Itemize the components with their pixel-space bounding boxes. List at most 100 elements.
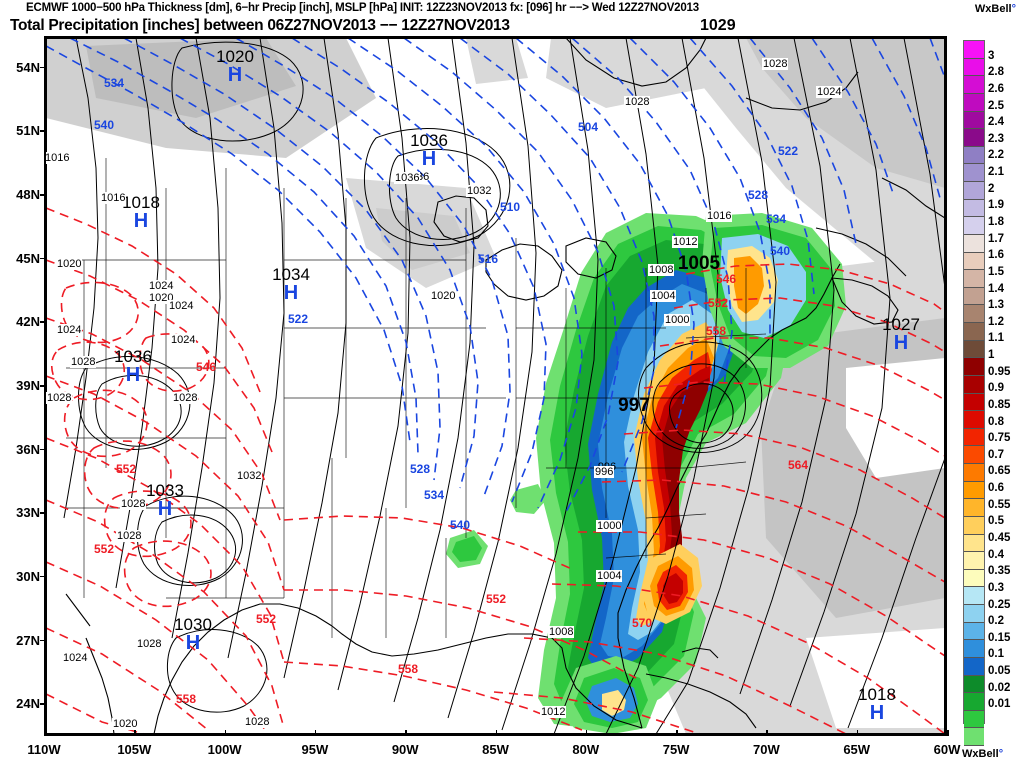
- colorbar-tick-label: 1.2: [988, 315, 1004, 328]
- latitude-tick: [40, 66, 46, 69]
- pressure-center-value: 1036: [114, 347, 152, 366]
- longitude-tick: [856, 730, 859, 736]
- longitude-tick: [44, 730, 46, 736]
- longitude-tick: [766, 730, 768, 736]
- pressure-center-high: 1036 H: [98, 348, 168, 386]
- pressure-center-symbol: H: [893, 332, 909, 354]
- isobar-label: 1032: [466, 185, 493, 197]
- isobar-label: 1028: [116, 530, 143, 542]
- colorbar-swatch: [964, 93, 984, 112]
- colorbar-tick-label: 0.45: [988, 532, 1011, 545]
- thickness-label: 546: [716, 272, 737, 286]
- colorbar-swatch: [964, 569, 984, 588]
- colorbar-swatch: [964, 622, 984, 641]
- colorbar-tick-label: 0.35: [988, 565, 1011, 578]
- colorbar-swatch-white: [964, 746, 984, 763]
- pressure-center-value: 1036: [410, 131, 448, 150]
- colorbar-swatch: [964, 146, 984, 165]
- colorbar-swatch: [964, 270, 984, 288]
- thickness-label: 558: [706, 324, 727, 338]
- header-center-value: 1029: [700, 17, 736, 34]
- colorbar-tick-label: 0.25: [988, 598, 1011, 611]
- colorbar-swatch: [964, 481, 984, 500]
- thickness-label: 540: [94, 118, 115, 132]
- latitude-tick: [40, 257, 46, 260]
- colorbar-swatch: [964, 41, 984, 59]
- longitude-label: 75W: [662, 742, 690, 757]
- longitude-label: 95W: [301, 742, 329, 757]
- pressure-center-value: 1033: [146, 481, 184, 500]
- thickness-label: 534: [424, 488, 445, 502]
- colorbar-tick-label: 0.7: [988, 448, 1004, 461]
- colorbar-swatch: [964, 340, 984, 359]
- colorbar-tick-label: 0.65: [988, 465, 1011, 478]
- thickness-label: 552: [708, 296, 729, 310]
- isobar-label: 1000: [664, 314, 691, 326]
- pressure-center-high: 1018 H: [106, 194, 176, 232]
- isobar-label: 1028: [244, 716, 271, 728]
- thickness-label: 540: [770, 244, 791, 258]
- colorbar-tick-label: 0.3: [988, 581, 1004, 594]
- colorbar-swatch: [964, 76, 984, 94]
- isobar-label: 1028: [120, 498, 147, 510]
- isobar-label: 1028: [46, 392, 73, 404]
- thickness-label: 558: [398, 662, 419, 676]
- isobar-label: 1020: [112, 718, 139, 730]
- colorbar-swatch: [964, 587, 984, 605]
- map-canvas[interactable]: 1020 H 1036 H 1018 H 1034 H 1036 H 1033 …: [44, 36, 947, 736]
- thickness-label: 516: [478, 252, 499, 266]
- latitude-tick: [40, 194, 46, 196]
- brand-logo-top: WxBell°: [975, 3, 1016, 15]
- isobar-label: 1024: [170, 334, 197, 346]
- colorbar-tick-label: 1.8: [988, 215, 1004, 228]
- latitude-tick: [40, 639, 46, 642]
- colorbar-tick-label: 2.5: [988, 99, 1004, 112]
- latitude-tick: [40, 385, 46, 387]
- latitude-tick: [40, 130, 46, 132]
- colorbar-tick-label: 2.6: [988, 82, 1004, 95]
- colorbar-tick-label: 0.95: [988, 365, 1011, 378]
- latitude-label: 54N: [16, 59, 40, 75]
- precip-colorbar[interactable]: [963, 40, 985, 763]
- colorbar-tick-label: 0.85: [988, 398, 1011, 411]
- colorbar-tick-label: 0.02: [988, 681, 1011, 694]
- isobar-label: 996: [594, 466, 615, 478]
- brand-dot-top: °: [1011, 3, 1016, 15]
- colorbar-swatch: [964, 323, 984, 341]
- isobar-label: 1016: [706, 210, 733, 222]
- thickness-label: 534: [104, 76, 125, 90]
- colorbar-swatch: [964, 287, 984, 306]
- thickness-label: 552: [94, 542, 115, 556]
- colorbar-tick-label: 1.7: [988, 232, 1004, 245]
- thickness-label: 552: [486, 592, 507, 606]
- longitude-label: 85W: [482, 742, 509, 757]
- thickness-label: 510: [500, 200, 521, 214]
- brand-dot-bottom: °: [998, 748, 1004, 760]
- thickness-label: 528: [748, 188, 769, 202]
- colorbar-swatch: [964, 640, 984, 658]
- latitude-label: 27N: [16, 632, 40, 648]
- longitude-label: 65W: [843, 742, 871, 757]
- colorbar-swatch: [964, 375, 984, 394]
- latitude-label: 24N: [16, 696, 40, 712]
- colorbar-swatch: [964, 728, 984, 746]
- colorbar-swatch: [964, 252, 984, 271]
- colorbar-tick-label: 2.4: [988, 116, 1004, 129]
- colorbar-swatch: [964, 534, 984, 553]
- isobar-label: 1028: [172, 392, 199, 404]
- colorbar-tick-label: 0.01: [988, 698, 1011, 711]
- longitude-label: 100W: [207, 742, 242, 757]
- thickness-label: 534: [766, 212, 787, 226]
- thickness-label: 528: [410, 462, 431, 476]
- colorbar-tick-label: 0.75: [988, 432, 1011, 445]
- isobar-label: 1028: [624, 96, 651, 108]
- latitude-label: 36N: [16, 441, 40, 457]
- longitude-tick: [314, 730, 317, 736]
- colorbar-swatch: [964, 446, 984, 464]
- map-graphics: [46, 38, 945, 734]
- isobar-label: 1000: [596, 520, 623, 532]
- latitude-label: 30N: [16, 568, 40, 584]
- pressure-center-high: 1027 H: [866, 316, 936, 354]
- longitude-tick: [585, 730, 588, 736]
- longitude-label: 80W: [572, 742, 600, 757]
